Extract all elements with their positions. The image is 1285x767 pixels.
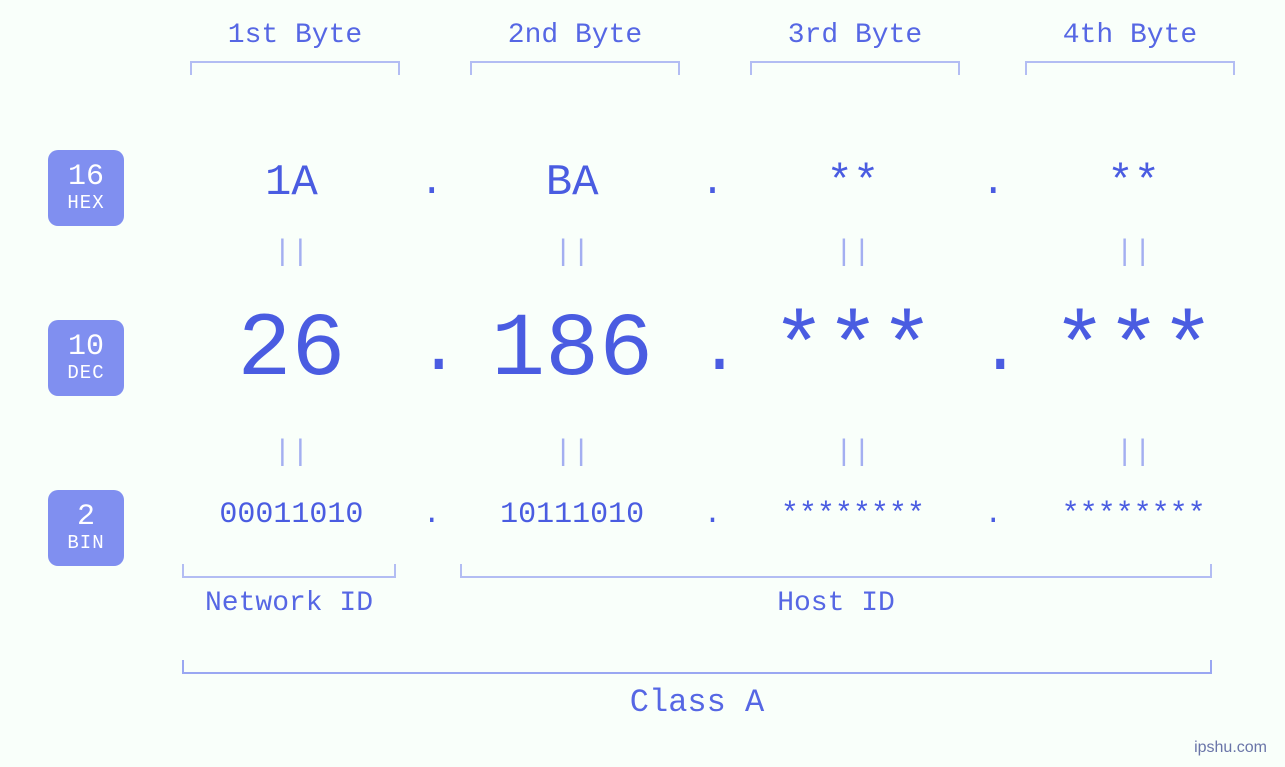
hex-badge-label: HEX [67,194,104,214]
dec-badge: 10 DEC [48,320,124,396]
hex-badge-number: 16 [68,162,104,194]
bin-byte-1: 00011010 [165,498,418,532]
eq-2-2: || [446,436,699,470]
byte-bracket-1 [190,61,400,75]
byte-header-1: 1st Byte [228,20,362,51]
hex-dot-3: . [979,161,1007,206]
hex-byte-3: ** [727,158,980,208]
byte-header-4: 4th Byte [1063,20,1197,51]
byte-header-3: 3rd Byte [788,20,922,51]
dec-byte-1: 26 [165,300,418,402]
dec-byte-4: *** [1007,300,1260,402]
byte-bracket-2 [470,61,680,75]
dec-byte-2: 186 [446,300,699,402]
bin-row: 00011010 . 10111010 . ******** . *******… [165,498,1260,532]
dec-row: 26 . 186 . *** . *** [165,300,1260,402]
eq-1-3: || [727,236,980,270]
eq-2-3: || [727,436,980,470]
bin-badge: 2 BIN [48,490,124,566]
hex-byte-1: 1A [165,158,418,208]
byte-bracket-3 [750,61,960,75]
hex-badge: 16 HEX [48,150,124,226]
eq-1-1: || [165,236,418,270]
dec-dot-1: . [418,312,446,391]
byte-header-2: 2nd Byte [508,20,642,51]
eq-2-4: || [1007,436,1260,470]
bin-dot-2: . [699,498,727,532]
hex-dot-2: . [699,161,727,206]
dec-badge-number: 10 [68,332,104,364]
dec-dot-3: . [979,312,1007,391]
class-bracket [182,660,1212,674]
bin-badge-number: 2 [77,502,95,534]
eq-2-1: || [165,436,418,470]
eq-row-1: || || || || [165,236,1260,270]
byte-bracket-4 [1025,61,1235,75]
dec-badge-label: DEC [67,364,104,384]
host-id-label: Host ID [460,588,1212,619]
hex-byte-4: ** [1007,158,1260,208]
host-id-bracket [460,564,1212,578]
network-id-bracket [182,564,396,578]
hex-byte-2: BA [446,158,699,208]
hex-row: 1A . BA . ** . ** [165,158,1260,208]
watermark: ipshu.com [1194,739,1267,757]
eq-1-2: || [446,236,699,270]
bin-byte-4: ******** [1007,498,1260,532]
bin-dot-3: . [979,498,1007,532]
bin-byte-2: 10111010 [446,498,699,532]
bin-byte-3: ******** [727,498,980,532]
eq-row-2: || || || || [165,436,1260,470]
eq-1-4: || [1007,236,1260,270]
bin-dot-1: . [418,498,446,532]
bin-badge-label: BIN [67,534,104,554]
network-id-label: Network ID [182,588,396,619]
hex-dot-1: . [418,161,446,206]
dec-dot-2: . [699,312,727,391]
dec-byte-3: *** [727,300,980,402]
class-label: Class A [182,684,1212,721]
